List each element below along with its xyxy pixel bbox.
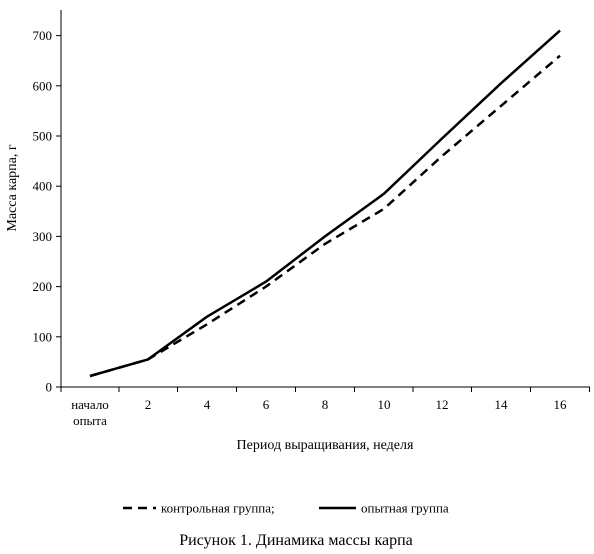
x-tick-label: 2 xyxy=(145,397,152,412)
series-lines xyxy=(89,29,561,378)
x-tick-label: 10 xyxy=(378,397,391,412)
legend-label: опытная группа xyxy=(361,501,449,516)
x-tick-label: 16 xyxy=(554,397,568,412)
x-tick-label: 12 xyxy=(436,397,449,412)
x-tick-label: 14 xyxy=(495,397,509,412)
x-axis-title: Период выращивания, неделя xyxy=(237,438,414,453)
x-tick-label: начало опыта xyxy=(71,397,109,428)
y-tick-label: 0 xyxy=(46,380,53,395)
y-tick-label: 500 xyxy=(33,129,53,144)
y-tick-label: 400 xyxy=(33,179,53,194)
x-tick-label: 6 xyxy=(263,397,270,412)
axes xyxy=(60,10,590,388)
y-axis-title: Масса карпа, г xyxy=(5,144,20,231)
legend: контрольная группа; опытная группа xyxy=(123,501,449,516)
y-axis-ticks: 0 100 200 300 400 500 600 700 xyxy=(33,28,61,395)
legend-label: контрольная группа; xyxy=(161,501,275,516)
x-tick-label: 8 xyxy=(322,397,329,412)
y-tick-label: 700 xyxy=(33,28,53,43)
series-line-experimental xyxy=(89,29,561,378)
y-tick-label: 200 xyxy=(33,279,53,294)
y-tick-label: 300 xyxy=(33,229,53,244)
y-tick-label: 100 xyxy=(33,329,53,344)
x-tick-label: 4 xyxy=(204,397,211,412)
series-line-control xyxy=(89,54,561,378)
x-axis-ticks: начало опыта 2 4 6 8 10 12 14 16 xyxy=(60,387,590,428)
y-tick-label: 600 xyxy=(33,78,53,93)
figure-caption: Рисунок 1. Динамика массы карпа xyxy=(179,532,413,549)
